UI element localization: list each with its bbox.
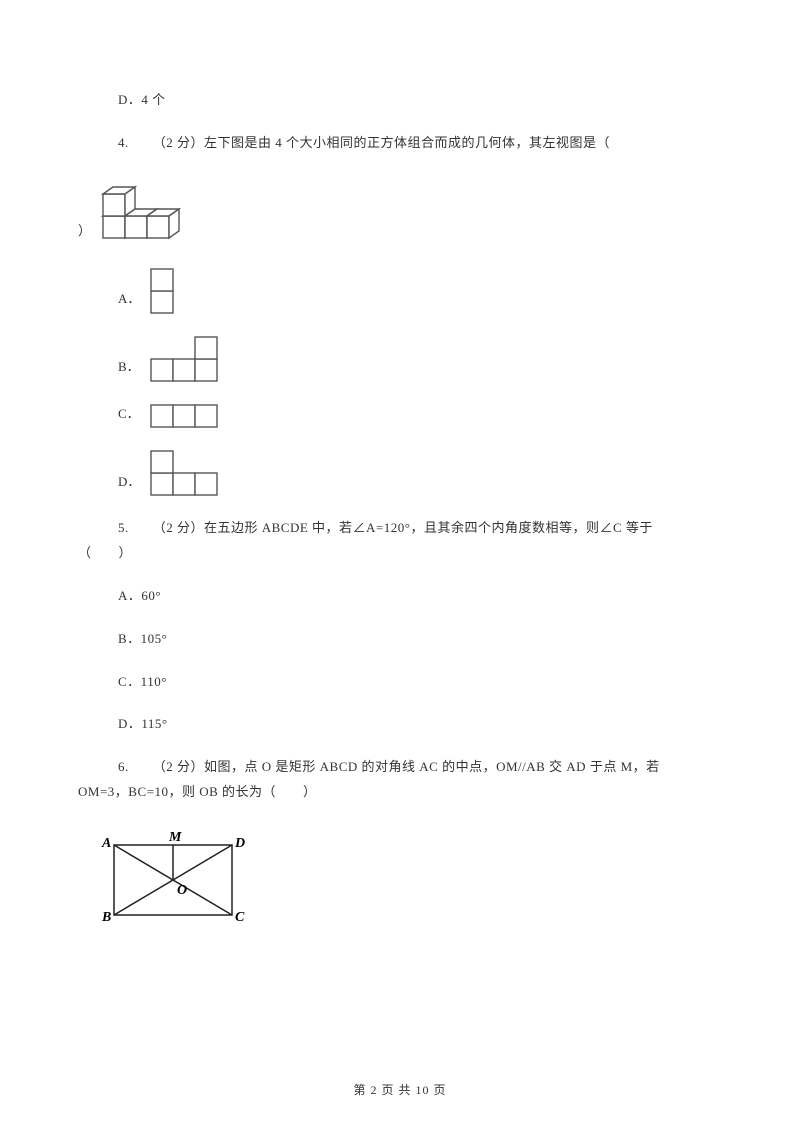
q4-figure-c [150,404,218,428]
q5-text: （2 分）在五边形 ABCDE 中，若∠A=120°，且其余四个内角度数相等，则… [153,520,653,535]
q4-number: 4. [118,135,129,150]
svg-text:O: O [177,883,187,898]
svg-text:M: M [168,830,182,845]
q5-option-b: B．105° [78,629,722,650]
svg-text:A: A [101,836,111,851]
q5-option-d: D．115° [78,714,722,735]
q4-stem: 4. （2 分）左下图是由 4 个大小相同的正方体组合而成的几何体，其左视图是（ [78,133,722,154]
q4-close-paren: ） [78,221,97,246]
q4-option-d-row: D． [78,450,722,496]
q4-figure-d [150,450,218,496]
q4-main-figure [97,176,207,246]
q6-figure-wrap: A D C B M O [78,827,722,927]
q3-option-d: D．4 个 [78,90,722,111]
q6-number: 6. [118,759,129,774]
svg-text:B: B [101,910,111,925]
q4-figure-b [150,336,218,382]
q6-text1: （2 分）如图，点 O 是矩形 ABCD 的对角线 AC 的中点，OM//AB … [153,759,660,774]
q6-stem-line2: OM=3，BC=10，则 OB 的长为（ ） [78,782,722,803]
q4-option-c-label: C． [118,404,140,429]
q4-option-a-row: A． [78,268,722,314]
q4-option-a-label: A． [118,289,140,314]
q4-option-c-row: C． [78,404,722,429]
q6-figure: A D C B M O [96,827,722,927]
svg-text:D: D [234,836,245,851]
q6-stem-line1: 6. （2 分）如图，点 O 是矩形 ABCD 的对角线 AC 的中点，OM//A… [78,757,722,778]
q4-figure-a [150,268,174,314]
q4-option-d-label: D． [118,472,140,497]
q5-number: 5. [118,520,129,535]
q5-stem: 5. （2 分）在五边形 ABCDE 中，若∠A=120°，且其余四个内角度数相等… [78,518,722,539]
q5-option-c: C．110° [78,672,722,693]
q4-figure-row: ） [78,176,722,246]
svg-text:C: C [235,910,245,925]
page-footer: 第 2 页 共 10 页 [0,1081,800,1098]
q4-option-b-row: B． [78,336,722,382]
q5-option-a: A．60° [78,586,722,607]
q4-text: （2 分）左下图是由 4 个大小相同的正方体组合而成的几何体，其左视图是（ [153,135,610,150]
q4-option-b-label: B． [118,357,140,382]
q5-paren: （ ） [78,543,722,564]
